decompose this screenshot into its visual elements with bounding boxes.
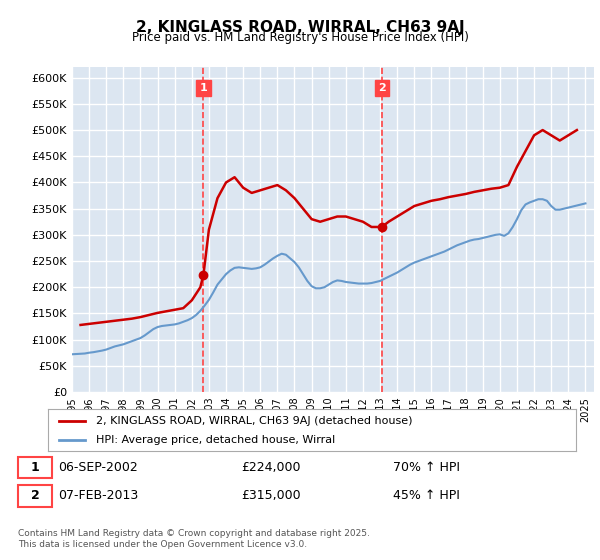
Text: 07-FEB-2013: 07-FEB-2013 <box>58 489 139 502</box>
Text: 2: 2 <box>31 489 40 502</box>
Text: 45% ↑ HPI: 45% ↑ HPI <box>393 489 460 502</box>
Text: 1: 1 <box>200 83 208 93</box>
Text: 70% ↑ HPI: 70% ↑ HPI <box>393 461 460 474</box>
Text: £224,000: £224,000 <box>241 461 301 474</box>
Text: HPI: Average price, detached house, Wirral: HPI: Average price, detached house, Wirr… <box>95 435 335 445</box>
Text: 2, KINGLASS ROAD, WIRRAL, CH63 9AJ (detached house): 2, KINGLASS ROAD, WIRRAL, CH63 9AJ (deta… <box>95 416 412 426</box>
FancyBboxPatch shape <box>18 486 52 506</box>
Text: 2: 2 <box>378 83 386 93</box>
Text: Price paid vs. HM Land Registry's House Price Index (HPI): Price paid vs. HM Land Registry's House … <box>131 31 469 44</box>
Text: 2, KINGLASS ROAD, WIRRAL, CH63 9AJ: 2, KINGLASS ROAD, WIRRAL, CH63 9AJ <box>136 20 464 35</box>
Text: Contains HM Land Registry data © Crown copyright and database right 2025.
This d: Contains HM Land Registry data © Crown c… <box>18 529 370 549</box>
FancyBboxPatch shape <box>18 457 52 478</box>
Text: 1: 1 <box>31 461 40 474</box>
Text: 06-SEP-2002: 06-SEP-2002 <box>59 461 138 474</box>
Text: £315,000: £315,000 <box>241 489 301 502</box>
